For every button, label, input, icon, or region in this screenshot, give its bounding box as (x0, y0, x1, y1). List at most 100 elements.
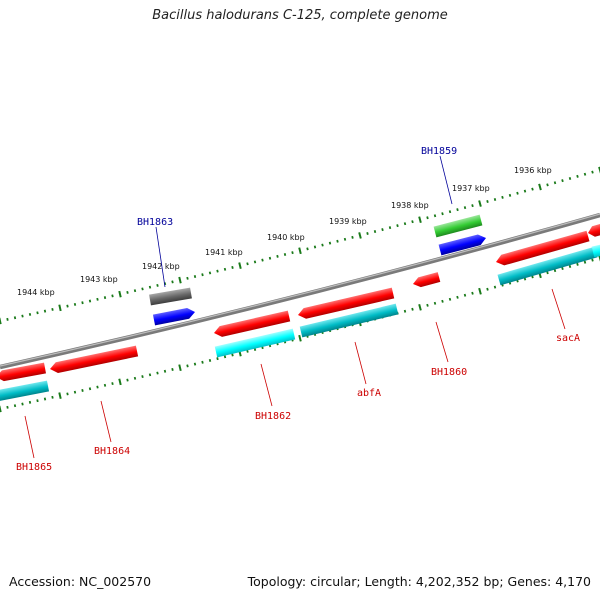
gene-label-saca[interactable]: sacA (556, 333, 580, 344)
gene-label-bh1865[interactable]: BH1865 (16, 462, 52, 473)
upper-tick (186, 276, 189, 280)
gene-abfa-arrow[interactable] (297, 287, 395, 321)
upper-tick (306, 247, 309, 251)
gene-bh1860-arrow[interactable] (412, 272, 441, 289)
upper-tick (358, 232, 362, 239)
lower-tick (73, 390, 77, 394)
lower-tick (493, 285, 497, 289)
upper-tick (223, 267, 227, 271)
leader-bh1865 (24, 415, 35, 459)
upper-tick (6, 317, 9, 321)
gene-bh1862-arrow-group (213, 310, 291, 339)
lower-tick (546, 271, 549, 275)
gene-label-bh1860[interactable]: BH1860 (431, 367, 467, 378)
upper-tick (21, 314, 24, 318)
tick-label-1937: 1937 kbp (452, 184, 490, 193)
upper-tick (433, 214, 437, 218)
lower-tick (418, 303, 422, 311)
lower-tick (148, 373, 152, 377)
upper-tick (291, 251, 294, 255)
upper-tick (58, 304, 62, 312)
gene-bh1859-arrow-group (438, 233, 488, 256)
upper-tick (103, 296, 107, 300)
upper-tick (508, 193, 512, 197)
upper-tick (471, 204, 474, 208)
tick-label-1943: 1943 kbp (80, 275, 118, 284)
upper-tick (43, 309, 47, 313)
gene-saca-cds[interactable] (497, 246, 598, 286)
upper-tick (351, 235, 354, 239)
upper-tick (418, 216, 422, 224)
upper-tick (388, 226, 392, 230)
upper-tick (156, 283, 159, 287)
lower-tick (96, 385, 99, 389)
gene-bh1865-cds-group (0, 380, 50, 402)
upper-tick (583, 172, 587, 176)
gene-bh1862-arrow[interactable] (213, 310, 291, 339)
lower-tick (568, 264, 572, 268)
upper-tick (88, 299, 92, 303)
lower-tick (28, 400, 32, 404)
gene-saca-arrow-group (495, 230, 590, 268)
lower-tick (43, 397, 47, 401)
gene-bh1865-cds[interactable] (0, 380, 50, 402)
gene-bh1864-arrow-group (49, 345, 139, 375)
upper-tick (201, 273, 204, 277)
gene-saca-arrow[interactable] (495, 230, 590, 268)
lower-tick (553, 269, 557, 273)
upper-tick (523, 189, 527, 193)
gene-abfa-cds[interactable] (299, 303, 399, 338)
tick-label-1942: 1942 kbp (142, 262, 180, 271)
upper-tick (73, 302, 77, 306)
upper-tick (373, 230, 377, 234)
upper-tick (171, 280, 174, 284)
leader-abfa (354, 341, 367, 385)
gene-next-arrow[interactable] (587, 221, 600, 239)
upper-tick (298, 247, 302, 255)
gene-label-abfa[interactable]: abfA (357, 388, 381, 399)
lower-tick (403, 309, 407, 313)
gene-bh1865-arrow[interactable] (0, 362, 46, 383)
gene-bh1863-arrow[interactable] (152, 307, 196, 326)
lower-tick (0, 405, 2, 413)
tick-label-1939: 1939 kbp (329, 217, 367, 226)
leader-bh1860 (435, 321, 449, 363)
lower-tick (156, 371, 159, 375)
gene-bh1864-arrow[interactable] (49, 345, 139, 375)
lower-tick (111, 382, 114, 386)
gene-bh1859-cds[interactable] (433, 214, 483, 238)
lower-tick (36, 399, 39, 403)
upper-tick (216, 269, 219, 273)
upper-tick (193, 275, 197, 279)
upper-tick (13, 316, 17, 320)
lower-tick (216, 357, 219, 361)
upper-tick (246, 262, 249, 266)
lower-tick (66, 392, 69, 396)
gene-next-cds[interactable] (591, 242, 600, 258)
upper-tick (336, 239, 339, 243)
upper-tick (403, 222, 407, 226)
gene-label-bh1859[interactable]: BH1859 (421, 146, 457, 157)
upper-tick (118, 290, 122, 298)
map-title: Bacillus halodurans C-125, complete geno… (152, 8, 448, 23)
gene-label-bh1862[interactable]: BH1862 (255, 411, 291, 422)
upper-tick (463, 206, 467, 210)
upper-tick (531, 187, 534, 191)
upper-tick (486, 200, 489, 204)
gene-label-bh1864[interactable]: BH1864 (94, 446, 130, 457)
gene-label-bh1863[interactable]: BH1863 (137, 217, 173, 228)
upper-tick (381, 228, 384, 232)
upper-tick (546, 183, 549, 187)
gene-bh1863-cds[interactable] (149, 287, 192, 306)
upper-tick (561, 179, 564, 183)
lower-tick (448, 297, 452, 301)
gene-bh1862-cds[interactable] (214, 328, 296, 358)
upper-tick (516, 191, 519, 195)
upper-tick (276, 254, 279, 258)
lower-tick (561, 267, 564, 271)
lower-tick (426, 303, 429, 307)
upper-tick (231, 265, 234, 269)
gene-bh1859-arrow[interactable] (438, 233, 488, 256)
upper-tick (253, 260, 257, 264)
